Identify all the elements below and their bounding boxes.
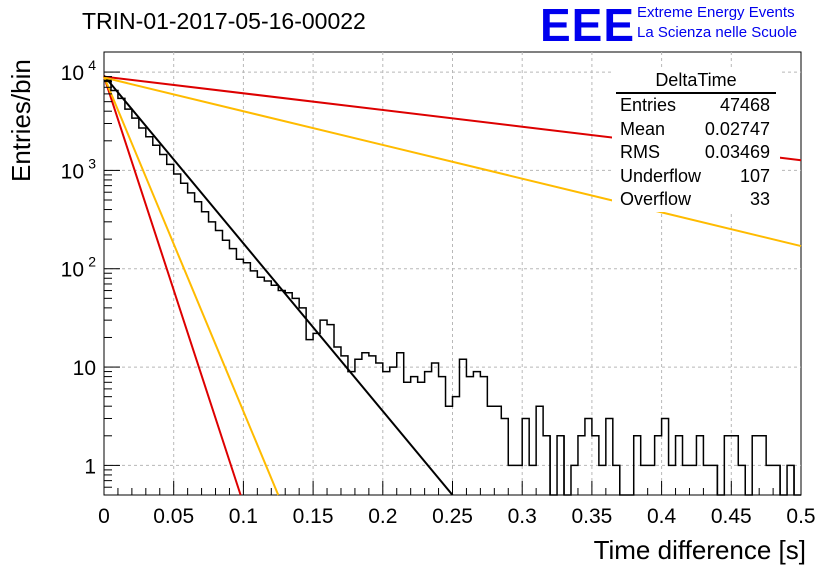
x-axis-label: Time difference [s] — [593, 535, 806, 565]
stats-label: Overflow — [620, 189, 692, 209]
fit-line — [103, 76, 280, 496]
ticks-group — [103, 71, 802, 496]
x-tick-label: 0 — [98, 505, 110, 528]
stats-value: 0.02747 — [704, 118, 770, 139]
histogram-steps — [104, 79, 801, 496]
stats-row: Entries 47468 — [612, 94, 780, 118]
y-tick-exponent: 3 — [88, 155, 96, 171]
stats-label: RMS — [620, 142, 660, 162]
fit-line — [103, 76, 242, 496]
logo-line-2: La Scienza nelle Scuole — [637, 24, 798, 41]
x-tick-label: 0.35 — [571, 505, 612, 528]
stats-row: Overflow 33 — [612, 188, 780, 212]
y-tick-label: 10 — [73, 357, 96, 380]
stats-box: DeltaTime Entries 47468 Mean 0.02747 RMS… — [612, 68, 780, 212]
x-tick-label: 0.2 — [368, 505, 397, 528]
stats-label: Entries — [620, 95, 677, 115]
x-tick-label: 0.1 — [229, 505, 258, 528]
x-tick-labels: 0 0.05 0.1 0.15 0.2 0.25 0.3 0.35 0.4 0.45 0.5 — [98, 505, 815, 528]
fit-line — [103, 76, 802, 248]
y-tick-label: 10 — [61, 160, 84, 183]
x-tick-label: 0.15 — [293, 505, 334, 528]
x-tick-label: 0.3 — [508, 505, 537, 528]
stats-value: 33 — [749, 189, 770, 209]
x-tick-label: 0.25 — [432, 505, 473, 528]
stats-value: 107 — [739, 165, 770, 186]
y-axis-label: Entries/bin — [6, 59, 36, 182]
y-tick-label: 1 — [84, 455, 96, 478]
chart-title: TRIN-01-2017-05-16-00022 — [82, 8, 366, 34]
x-tick-label: 0.45 — [711, 505, 752, 528]
y-tick-exponent: 2 — [88, 254, 96, 270]
stats-row: Underflow 107 — [612, 165, 780, 189]
x-tick-label: 0.05 — [153, 505, 194, 528]
y-tick-label: 10 — [61, 259, 84, 282]
stats-label: Underflow — [620, 165, 702, 186]
logo-line-1: Extreme Energy Events — [637, 4, 795, 21]
stats-row: RMS 0.03469 — [612, 141, 780, 165]
y-tick-label: 10 — [61, 62, 84, 85]
eee-logo: EEE — [540, 0, 636, 51]
y-tick-exponent: 4 — [88, 57, 96, 73]
stats-value: 0.03469 — [704, 142, 770, 162]
stats-title: DeltaTime — [616, 68, 776, 94]
stats-value: 47468 — [719, 95, 770, 115]
stats-label: Mean — [620, 118, 666, 139]
stats-row: Mean 0.02747 — [612, 118, 780, 142]
x-tick-label: 0.4 — [647, 505, 677, 528]
x-tick-label: 0.5 — [786, 505, 815, 528]
